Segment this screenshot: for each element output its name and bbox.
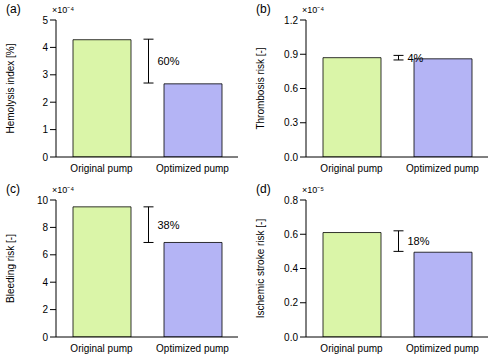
svg-text:0.4: 0.4 xyxy=(284,263,298,274)
svg-text:Bleeding risk [-]: Bleeding risk [-] xyxy=(8,233,16,302)
html-text:(c): (c) xyxy=(6,181,20,196)
svg-text:2: 2 xyxy=(42,304,48,315)
svg-text:Optimized pump: Optimized pump xyxy=(156,163,229,174)
svg-text:0.8: 0.8 xyxy=(284,194,298,205)
svg-text:1: 1 xyxy=(42,124,48,135)
svg-text:8: 8 xyxy=(42,221,48,232)
html-text:×10⁻⁵: ×10⁻⁵ xyxy=(302,184,324,195)
svg-text:0.0: 0.0 xyxy=(284,152,298,163)
svg-text:Original pump: Original pump xyxy=(320,163,383,174)
svg-text:0.0: 0.0 xyxy=(284,331,298,342)
svg-text:Original pump: Original pump xyxy=(70,343,133,354)
html-text:×10⁻⁴: ×10⁻⁴ xyxy=(52,184,75,195)
svg-text:Original pump: Original pump xyxy=(320,343,383,354)
svg-text:Optimized pump: Optimized pump xyxy=(406,163,479,174)
svg-text:0.6: 0.6 xyxy=(284,228,298,239)
svg-text:Hemolysis index [%]: Hemolysis index [%] xyxy=(8,43,16,133)
svg-text:6: 6 xyxy=(42,249,48,260)
svg-text:0.2: 0.2 xyxy=(284,297,298,308)
html-text:(d): (d) xyxy=(256,181,271,196)
html-text:×10⁻⁴: ×10⁻⁴ xyxy=(52,5,75,15)
svg-text:60%: 60% xyxy=(158,55,180,67)
svg-text:0: 0 xyxy=(42,152,48,163)
svg-text:Optimized pump: Optimized pump xyxy=(406,343,479,354)
svg-text:1.2: 1.2 xyxy=(284,15,298,26)
svg-text:4%: 4% xyxy=(408,52,424,64)
svg-text:4: 4 xyxy=(42,42,48,53)
html-text:×10⁻⁴: ×10⁻⁴ xyxy=(302,5,325,15)
svg-text:Original pump: Original pump xyxy=(70,163,133,174)
svg-text:18%: 18% xyxy=(408,235,430,247)
svg-text:2: 2 xyxy=(42,97,48,108)
svg-text:0: 0 xyxy=(42,331,48,342)
svg-text:0.3: 0.3 xyxy=(284,117,298,128)
svg-text:38%: 38% xyxy=(158,218,180,230)
svg-text:4: 4 xyxy=(42,276,48,287)
svg-text:Optimized pump: Optimized pump xyxy=(156,343,229,354)
svg-text:0.9: 0.9 xyxy=(284,49,298,60)
svg-text:Thrombosis risk [-]: Thrombosis risk [-] xyxy=(255,47,266,129)
svg-text:3: 3 xyxy=(42,69,48,80)
html-text:(a): (a) xyxy=(6,2,21,16)
svg-text:0.6: 0.6 xyxy=(284,83,298,94)
html-text:(b): (b) xyxy=(256,2,271,16)
svg-text:5: 5 xyxy=(42,15,48,26)
svg-text:10: 10 xyxy=(37,194,49,205)
svg-text:Ischemic stroke risk [-]: Ischemic stroke risk [-] xyxy=(255,218,266,318)
